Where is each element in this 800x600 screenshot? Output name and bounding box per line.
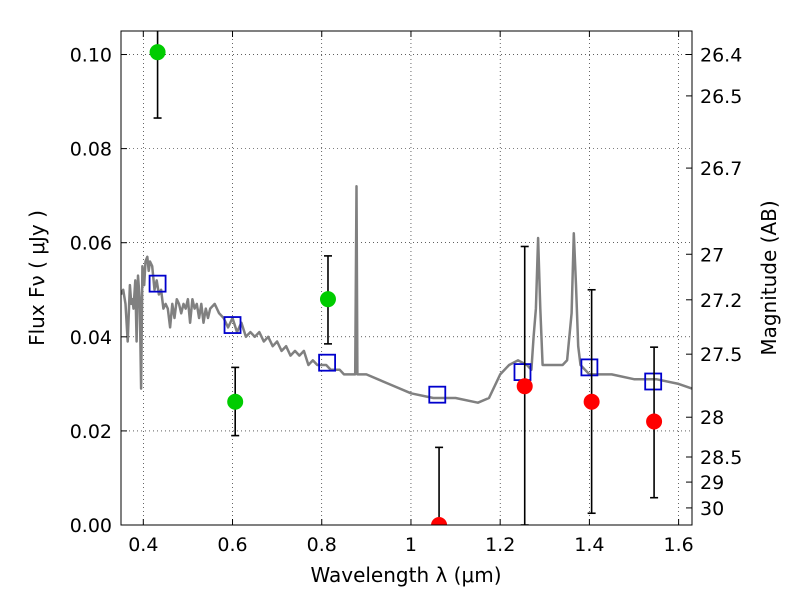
model-photometry-point — [580, 358, 599, 377]
x-tick-label: 0.4 — [128, 534, 158, 556]
y-tick-label: 0.10 — [70, 45, 112, 67]
y-tick-label: 0.02 — [70, 421, 112, 443]
x-tick-label: 1.6 — [664, 534, 694, 556]
x-tick-label: 1.4 — [574, 534, 604, 556]
optical-observed-point — [319, 291, 336, 308]
model-photometry-point — [644, 372, 663, 391]
mag-tick-label: 30 — [700, 498, 724, 520]
x-tick-label: 0.6 — [217, 534, 247, 556]
mag-tick-label: 26.7 — [700, 158, 742, 180]
y2-axis-label: Magnitude (AB) — [757, 200, 781, 355]
spectrum-line — [121, 185, 692, 404]
model-photometry-point — [223, 316, 242, 334]
nir-observed-point — [516, 378, 533, 395]
optical-observed-point — [149, 44, 166, 61]
y-tick-label: 0.04 — [70, 327, 112, 349]
optical-observed-point — [227, 393, 244, 410]
x-axis-label: Wavelength λ (μm) — [310, 563, 501, 587]
y-tick-label: 0.08 — [70, 139, 112, 161]
model-photometry-point — [148, 274, 167, 293]
model-photometry-point — [428, 385, 447, 404]
mag-tick-label: 28.5 — [700, 447, 742, 469]
axes-frame — [120, 30, 693, 526]
mag-tick-label: 26.5 — [700, 86, 742, 108]
mag-tick-label: 29 — [700, 472, 724, 494]
x-tick-label: 0.8 — [307, 534, 337, 556]
model-photometry-point — [318, 353, 336, 372]
mag-tick-label: 26.4 — [700, 44, 742, 66]
nir-observed-point — [431, 517, 448, 525]
y-tick-label: 0.06 — [70, 233, 112, 255]
plot-area — [121, 31, 692, 525]
mag-tick-label: 27.2 — [700, 290, 742, 312]
mag-tick-label: 27.5 — [700, 344, 742, 366]
mag-tick-label: 27 — [700, 244, 724, 266]
y-axis-label: Flux Fν ( μJy ) — [25, 210, 49, 346]
nir-observed-point — [646, 413, 663, 430]
y-tick-label: 0.00 — [70, 515, 112, 537]
x-tick-label: 1.2 — [485, 534, 515, 556]
axis-ticks: 0.4 0.6 0.8 1 1.2 1.4 1.6 0.00 0.02 0.04 0.06 0.08 0… — [70, 31, 742, 556]
x-tick-label: 1 — [405, 534, 417, 556]
nir-observed-point — [583, 393, 600, 410]
mag-tick-label: 28 — [700, 407, 724, 429]
